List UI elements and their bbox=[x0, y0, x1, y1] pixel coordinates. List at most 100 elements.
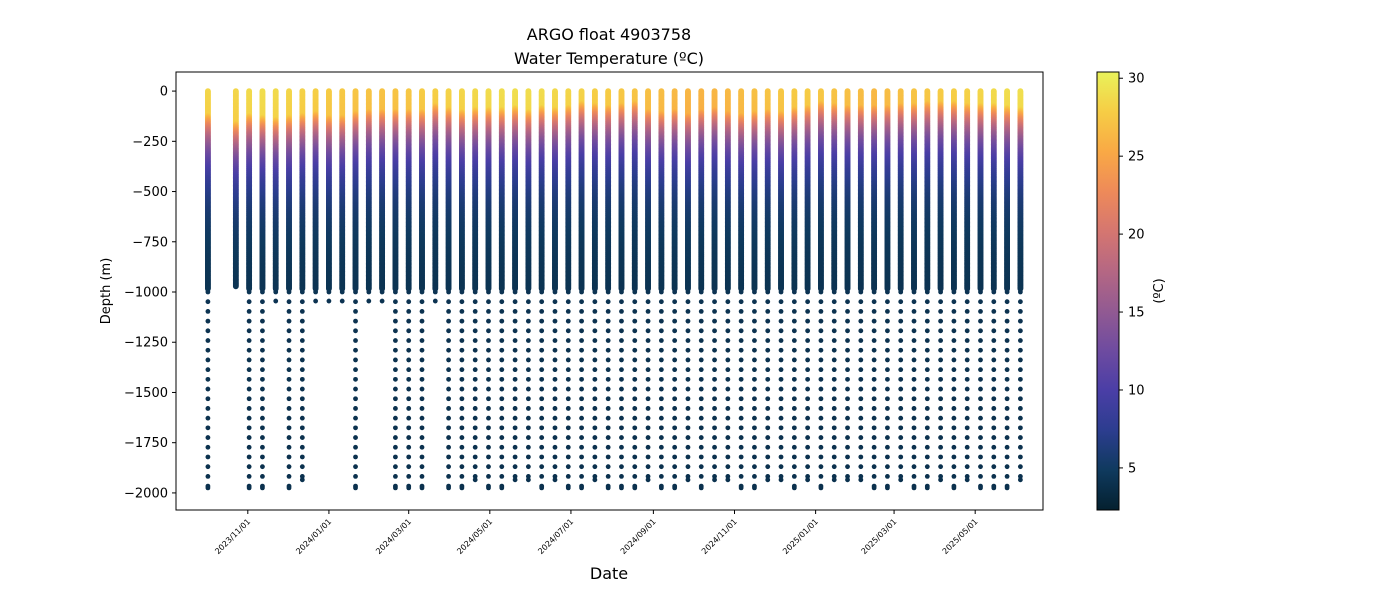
point bbox=[406, 473, 412, 479]
point bbox=[459, 415, 465, 421]
point bbox=[260, 425, 265, 431]
point bbox=[260, 386, 265, 392]
point bbox=[419, 309, 425, 314]
point bbox=[353, 464, 358, 470]
point bbox=[446, 435, 451, 440]
point bbox=[260, 328, 265, 334]
profile-2023-12-12 bbox=[299, 88, 306, 483]
point bbox=[379, 298, 385, 304]
point bbox=[286, 367, 292, 373]
point bbox=[446, 357, 451, 363]
point bbox=[205, 328, 211, 334]
point bbox=[432, 289, 438, 295]
point bbox=[246, 309, 252, 314]
point bbox=[419, 473, 425, 479]
point bbox=[313, 298, 319, 304]
point bbox=[459, 425, 465, 431]
profile-2024-04-10 bbox=[459, 88, 465, 491]
point bbox=[353, 396, 358, 402]
point bbox=[353, 299, 358, 305]
point bbox=[419, 396, 425, 402]
point bbox=[419, 299, 425, 305]
point bbox=[419, 464, 425, 470]
point bbox=[205, 386, 211, 392]
point bbox=[419, 454, 425, 460]
point bbox=[205, 299, 211, 305]
point bbox=[205, 338, 211, 343]
point bbox=[260, 309, 265, 314]
point bbox=[393, 367, 398, 373]
point bbox=[299, 357, 305, 363]
point bbox=[286, 464, 292, 470]
point bbox=[446, 289, 451, 295]
point bbox=[260, 485, 265, 491]
point bbox=[353, 444, 358, 450]
point bbox=[446, 376, 451, 382]
point bbox=[406, 454, 412, 460]
point bbox=[205, 425, 211, 431]
point bbox=[406, 415, 412, 421]
point bbox=[393, 338, 398, 343]
point bbox=[459, 473, 465, 479]
profile-2024-02-10 bbox=[379, 88, 386, 304]
point bbox=[246, 299, 252, 305]
point bbox=[459, 376, 465, 382]
point bbox=[326, 289, 332, 295]
point bbox=[205, 444, 211, 450]
point bbox=[299, 347, 305, 353]
profile-2023-12-02 bbox=[286, 88, 292, 491]
profile-2023-12-22 bbox=[312, 88, 319, 304]
point bbox=[419, 357, 425, 363]
point bbox=[393, 485, 398, 491]
point bbox=[406, 386, 412, 392]
profile-2023-10-02 bbox=[205, 88, 211, 491]
point bbox=[446, 347, 451, 353]
point bbox=[459, 396, 465, 402]
point bbox=[205, 454, 211, 460]
point bbox=[406, 464, 412, 470]
point bbox=[459, 444, 465, 450]
point bbox=[446, 299, 451, 305]
point bbox=[260, 464, 265, 470]
point bbox=[419, 485, 425, 491]
point bbox=[286, 485, 292, 491]
point bbox=[286, 289, 292, 295]
point bbox=[299, 444, 305, 450]
point bbox=[246, 406, 252, 411]
point bbox=[459, 464, 465, 470]
point bbox=[406, 328, 412, 334]
point bbox=[246, 485, 252, 491]
profile-2024-04-20 bbox=[472, 88, 479, 483]
point bbox=[419, 338, 425, 343]
point bbox=[313, 289, 319, 295]
point bbox=[379, 289, 385, 295]
point bbox=[260, 435, 265, 440]
point bbox=[246, 386, 252, 392]
point bbox=[419, 347, 425, 353]
point bbox=[446, 367, 451, 373]
point bbox=[273, 289, 279, 295]
profile-2024-01-31 bbox=[365, 88, 372, 304]
point bbox=[406, 338, 412, 343]
point bbox=[419, 376, 425, 382]
point bbox=[260, 473, 265, 479]
point bbox=[246, 415, 252, 421]
point bbox=[205, 485, 211, 491]
point bbox=[246, 376, 252, 382]
point bbox=[299, 328, 305, 334]
point bbox=[353, 454, 358, 460]
point bbox=[299, 386, 305, 392]
point bbox=[393, 347, 398, 353]
point bbox=[393, 415, 398, 421]
point bbox=[393, 425, 398, 431]
point bbox=[246, 454, 252, 460]
point bbox=[286, 396, 292, 402]
point bbox=[246, 338, 252, 343]
point bbox=[393, 435, 398, 440]
point bbox=[286, 435, 292, 440]
point bbox=[286, 299, 292, 305]
point bbox=[406, 289, 412, 295]
point bbox=[286, 425, 292, 431]
profile-2024-02-20 bbox=[392, 88, 399, 491]
point bbox=[366, 289, 372, 295]
